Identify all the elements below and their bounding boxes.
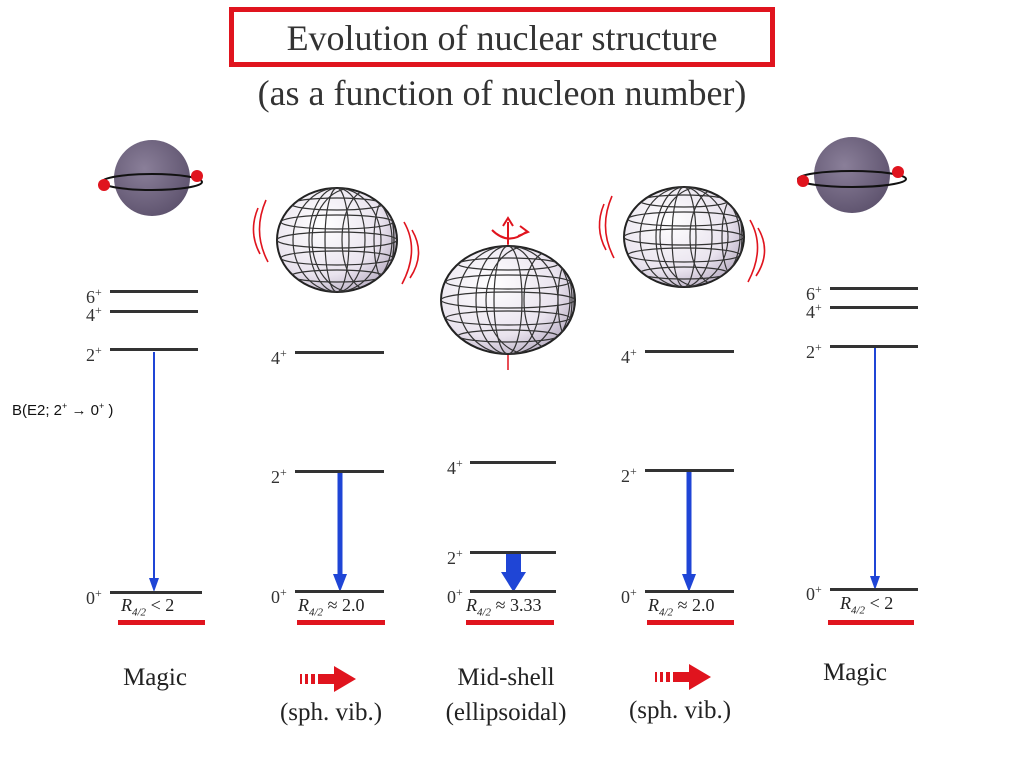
caption-sph-vib: (sph. vib.) — [628, 697, 732, 724]
underline-bar — [828, 620, 914, 625]
fat-arrow-icon — [300, 666, 356, 692]
e2-transition-arrow — [682, 472, 696, 592]
energy-level-4 — [110, 310, 198, 313]
spin-label-2: 2+ — [621, 464, 637, 486]
spin-label-0: 0+ — [271, 585, 287, 607]
vibrating-ellipsoid-icon — [598, 186, 766, 288]
r42-ratio: R4/2 ≈ 2.0 — [648, 595, 715, 619]
spin-label-4: 4+ — [806, 300, 822, 322]
caption-sph-vib: (sph. vib.) — [279, 699, 383, 726]
r42-ratio: R4/2 ≈ 2.0 — [298, 595, 365, 619]
energy-level-0 — [110, 591, 202, 594]
energy-level-2 — [645, 469, 734, 472]
spin-label-4: 4+ — [86, 303, 102, 325]
r42-ratio: R4/2 ≈ 3.33 — [466, 595, 542, 619]
energy-level-4 — [470, 461, 556, 464]
energy-level-4 — [295, 351, 384, 354]
underline-bar — [466, 620, 554, 625]
energy-level-2 — [110, 348, 198, 351]
energy-level-2 — [470, 551, 556, 554]
spin-label-4: 4+ — [271, 346, 287, 368]
spin-label-4: 4+ — [447, 456, 463, 478]
underline-bar — [118, 620, 205, 625]
spin-label-4: 4+ — [621, 345, 637, 367]
spin-label-6: 6+ — [806, 282, 822, 304]
energy-level-2 — [830, 345, 918, 348]
underline-bar — [647, 620, 734, 625]
page-subtitle: (as a function of nucleon number) — [257, 73, 747, 113]
e2-transition-arrow — [333, 473, 347, 592]
e2-transition-arrow — [501, 554, 526, 592]
magic-nucleus-icon — [797, 137, 907, 213]
spin-label-6: 6+ — [86, 285, 102, 307]
rotating-ellipsoid-icon — [440, 216, 576, 370]
energy-level-0 — [295, 590, 384, 593]
spin-label-0: 0+ — [621, 585, 637, 607]
e2-transition-arrow — [870, 348, 880, 590]
energy-level-4 — [830, 306, 918, 309]
caption-ellipsoidal: (ellipsoidal) — [445, 699, 567, 726]
r42-ratio: R4/2 < 2 — [121, 595, 175, 619]
spin-label-0: 0+ — [806, 582, 822, 604]
caption-magic: Magic — [123, 664, 187, 691]
fat-arrow-icon — [655, 664, 711, 690]
energy-level-0 — [470, 590, 556, 593]
spin-label-0: 0+ — [447, 585, 463, 607]
spin-label-2: 2+ — [86, 343, 102, 365]
magic-nucleus-icon — [98, 140, 203, 216]
rotation-arrow-icon — [491, 216, 531, 244]
caption-mid-shell: Mid-shell — [457, 664, 555, 691]
underline-bar — [297, 620, 385, 625]
spin-label-0: 0+ — [86, 586, 102, 608]
page-title: Evolution of nuclear structure — [286, 18, 718, 58]
e2-transition-arrow — [149, 352, 159, 592]
spin-label-2: 2+ — [271, 465, 287, 487]
r42-ratio: R4/2 < 2 — [840, 593, 894, 617]
vibrating-ellipsoid-icon — [252, 187, 420, 293]
caption-magic: Magic — [823, 659, 887, 686]
energy-level-0 — [830, 588, 918, 591]
energy-level-0 — [645, 590, 734, 593]
energy-level-6 — [830, 287, 918, 290]
spin-label-2: 2+ — [447, 546, 463, 568]
transition-label: B(E2; 2+ → 0+ ) — [12, 401, 114, 419]
energy-level-4 — [645, 350, 734, 353]
title-frame — [229, 7, 775, 67]
spin-label-2: 2+ — [806, 340, 822, 362]
energy-level-2 — [295, 470, 384, 473]
energy-level-6 — [110, 290, 198, 293]
